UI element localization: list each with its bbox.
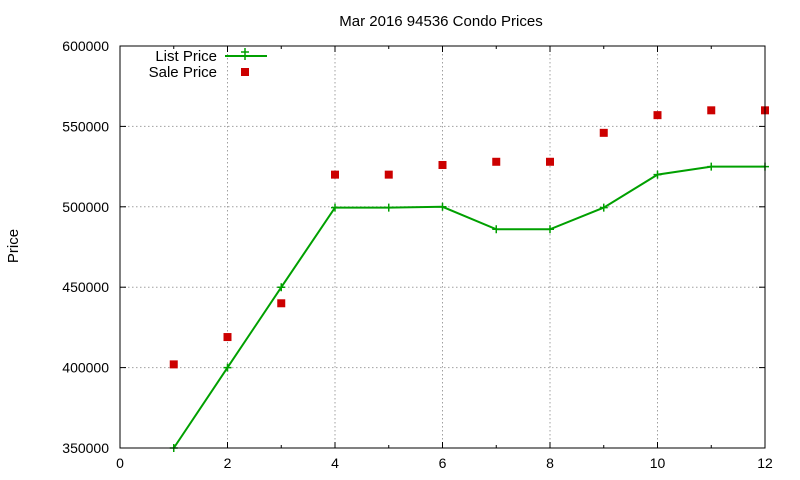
y-tick-label: 450000 (62, 279, 109, 295)
sale-price-point (546, 157, 554, 166)
legend-label-list-price: List Price (155, 48, 217, 65)
series-layer (169, 106, 769, 452)
axis-ticks: 350000 400000 450000 500000 550000 600000 0 2 4 6… (62, 38, 773, 471)
series-line-list-price (172, 165, 765, 449)
y-tick-label: 550000 (62, 118, 109, 134)
sale-price-point (169, 360, 178, 369)
chart-title: Mar 2016 94536 Condo Prices (339, 13, 542, 30)
legend-label-sale-price: Sale Price (149, 64, 217, 81)
sale-price-point (599, 128, 608, 137)
sale-price-point (492, 157, 501, 166)
list-price-point (331, 203, 339, 212)
x-tick-label: 8 (546, 455, 554, 471)
list-price-point (546, 225, 554, 234)
legend-marker-list-price (241, 48, 249, 60)
x-tick-label: 12 (757, 455, 773, 471)
sale-price-point (653, 111, 662, 120)
list-price-point (277, 283, 286, 292)
legend-marker-sale-price (241, 68, 249, 76)
x-tick-label: 6 (439, 455, 447, 471)
list-price-point (653, 170, 662, 179)
list-price-point (384, 203, 393, 212)
sale-price-point (223, 333, 232, 342)
x-tick-label: 2 (224, 455, 232, 471)
plot-frame (119, 45, 766, 449)
y-tick-label: 400000 (62, 360, 109, 376)
x-tick-label: 0 (116, 455, 124, 471)
grid (120, 46, 765, 448)
y-axis-label: Price (5, 229, 22, 263)
list-price-point (492, 225, 501, 234)
sale-price-point (707, 106, 716, 115)
sale-price-point (277, 299, 286, 308)
list-price-point (223, 363, 232, 372)
sale-price-point (438, 160, 447, 169)
list-price-point (599, 203, 608, 212)
list-price-point (438, 202, 447, 211)
x-tick-label: 10 (650, 455, 666, 471)
sale-price-point (384, 170, 393, 179)
x-tick-label: 4 (331, 455, 339, 471)
sale-price-point (331, 170, 339, 179)
list-price-point (707, 162, 716, 171)
y-tick-label: 350000 (62, 440, 109, 456)
y-tick-label: 500000 (62, 199, 109, 215)
legend: List Price Sale Price (149, 48, 267, 81)
y-tick-label: 600000 (62, 38, 109, 54)
